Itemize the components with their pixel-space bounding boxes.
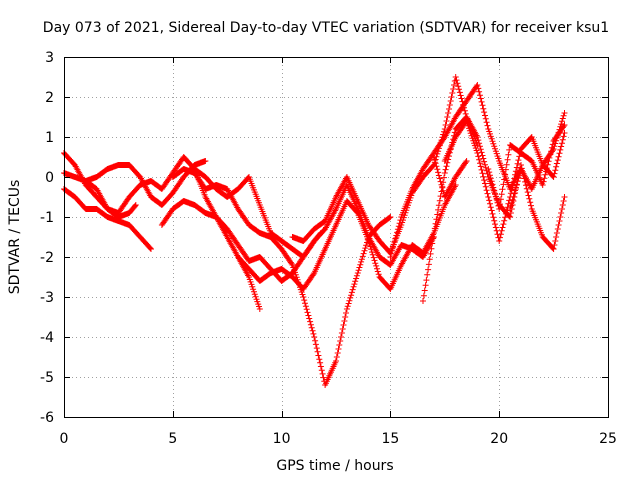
- series-arc-14: [507, 130, 568, 212]
- x-tick-label: 0: [60, 431, 69, 447]
- series-markers: [507, 130, 568, 212]
- y-tick-label: -2: [40, 250, 54, 266]
- series-markers: [169, 166, 394, 388]
- y-tick-label: -6: [40, 410, 54, 426]
- grid-lines: [64, 57, 608, 417]
- series-arc-15: [430, 154, 470, 200]
- x-tick-label: 25: [599, 431, 617, 447]
- x-axis-label: GPS time / hours: [276, 458, 393, 474]
- series-markers: [235, 182, 459, 292]
- series-markers: [430, 154, 470, 200]
- data-points: [61, 74, 568, 388]
- y-tick-label: -3: [40, 290, 54, 306]
- x-tick-label: 10: [273, 431, 291, 447]
- y-tick-label: 1: [45, 130, 54, 146]
- x-tick-label: 5: [168, 431, 177, 447]
- axis-ticks: 0 5 10 15 20 25 -6 -5 -4 -3 -2 -1 0 1 2 3: [40, 50, 617, 447]
- y-tick-label: -1: [40, 210, 54, 226]
- y-tick-label: 0: [45, 170, 54, 186]
- y-tick-label: -4: [40, 330, 54, 346]
- y-axis-label: SDTVAR / TECUs: [7, 180, 23, 295]
- series-arc-8: [235, 182, 459, 292]
- series-arc-10: [387, 82, 524, 260]
- x-tick-label: 20: [490, 431, 508, 447]
- series-arc-7: [191, 166, 437, 268]
- chart-title: Day 073 of 2021, Sidereal Day-to-day VTE…: [43, 20, 609, 36]
- plot-frame: [64, 57, 609, 418]
- x-tick-label: 15: [381, 431, 399, 447]
- series-arc-6: [169, 166, 394, 388]
- series-markers: [191, 166, 437, 268]
- series-markers: [387, 82, 524, 260]
- y-tick-label: -5: [40, 370, 54, 386]
- y-tick-label: 3: [45, 50, 54, 66]
- y-tick-label: 2: [45, 90, 54, 106]
